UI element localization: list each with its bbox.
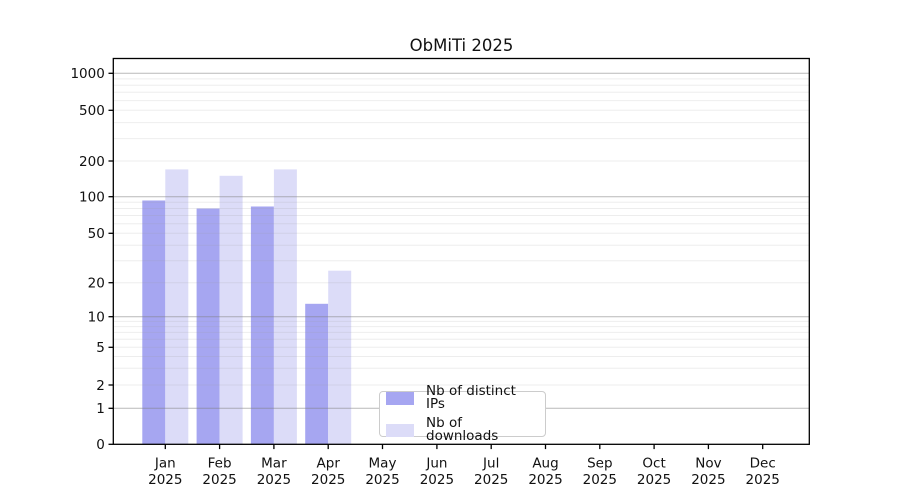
y-tick-label: 0 xyxy=(96,437,105,453)
x-tick-label-month: Aug xyxy=(532,456,558,472)
x-tick-label-month: Jun xyxy=(425,456,447,472)
x-tick-label-year: 2025 xyxy=(637,472,671,488)
x-tick-label-year: 2025 xyxy=(365,472,399,488)
bar-nb-of-downloads-mar xyxy=(273,169,297,445)
y-tick-label: 100 xyxy=(79,190,105,206)
x-tick-label-year: 2025 xyxy=(148,472,182,488)
x-tick-label-month: May xyxy=(369,456,397,472)
x-tick-label-year: 2025 xyxy=(691,472,725,488)
legend-label-downloads: Nb of downloads xyxy=(426,414,499,444)
y-tick-label: 20 xyxy=(88,276,105,292)
x-tick-label-month: Nov xyxy=(695,456,721,472)
y-tick-label: 5 xyxy=(96,340,105,356)
y-tick-label: 200 xyxy=(79,154,105,170)
x-tick-label-year: 2025 xyxy=(257,472,291,488)
y-tick-label: 1 xyxy=(96,401,105,417)
x-tick-label-month: Feb xyxy=(208,456,232,472)
x-tick-label-month: Sep xyxy=(587,456,612,472)
legend-swatch-distinct-ips xyxy=(386,391,414,405)
y-tick-label: 50 xyxy=(88,226,105,242)
x-tick-label-month: Apr xyxy=(317,456,341,472)
x-tick-label-year: 2025 xyxy=(583,472,617,488)
axes-spines xyxy=(112,57,810,445)
legend-label-distinct-ips: Nb of distinct IPs xyxy=(426,382,516,412)
y-tick-label: 10 xyxy=(88,310,105,326)
bar-nb-of-downloads-apr xyxy=(328,270,352,445)
x-tick-label-month: Oct xyxy=(642,456,665,472)
bar-nb-of-distinct-ips-mar xyxy=(250,206,274,445)
legend-swatch-downloads xyxy=(386,423,414,437)
x-tick-label-year: 2025 xyxy=(202,472,236,488)
x-tick-label-year: 2025 xyxy=(311,472,345,488)
x-tick-label-year: 2025 xyxy=(746,472,780,488)
y-tick-label: 2 xyxy=(96,378,105,394)
bar-nb-of-distinct-ips-jan xyxy=(142,200,166,445)
legend-item-distinct-ips: Nb of distinct IPs xyxy=(386,382,537,412)
x-tick-label-year: 2025 xyxy=(420,472,454,488)
chart-legend: Nb of distinct IPs Nb of downloads xyxy=(379,384,546,443)
bar-nb-of-distinct-ips-apr xyxy=(305,303,329,445)
x-tick-label-year: 2025 xyxy=(528,472,562,488)
bar-nb-of-distinct-ips-feb xyxy=(196,208,220,445)
x-tick-label-month: Mar xyxy=(261,456,287,472)
bar-nb-of-downloads-jan xyxy=(165,169,189,445)
chart-title: ObMiTi 2025 xyxy=(409,36,514,55)
x-tick-label-month: Jan xyxy=(154,456,176,472)
legend-item-downloads: Nb of downloads xyxy=(386,414,537,444)
x-tick-label-year: 2025 xyxy=(474,472,508,488)
y-tick-label: 1000 xyxy=(70,66,104,82)
y-tick-label: 500 xyxy=(79,103,105,119)
bar-nb-of-downloads-feb xyxy=(219,175,243,445)
x-tick-label-month: Jul xyxy=(482,456,499,472)
x-tick-label-month: Dec xyxy=(750,456,776,472)
